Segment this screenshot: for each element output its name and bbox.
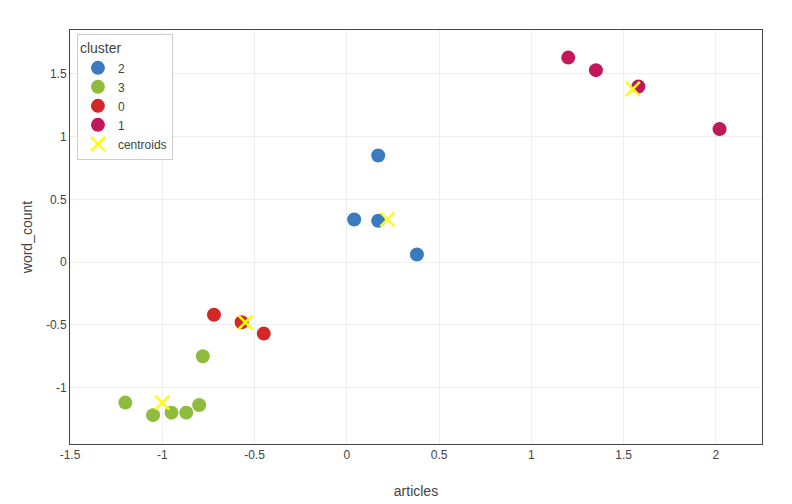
svg-text:-1: -1 [157, 448, 168, 462]
svg-text:centroids: centroids [118, 138, 167, 152]
svg-text:0: 0 [60, 255, 67, 269]
svg-text:0.5: 0.5 [431, 448, 448, 462]
svg-text:2: 2 [713, 448, 720, 462]
svg-text:1.5: 1.5 [615, 448, 632, 462]
svg-text:-1: -1 [56, 381, 67, 395]
svg-text:1: 1 [528, 448, 535, 462]
svg-text:1.5: 1.5 [50, 67, 67, 81]
svg-text:1: 1 [60, 130, 67, 144]
svg-text:0: 0 [343, 448, 350, 462]
svg-text:3: 3 [118, 81, 125, 95]
svg-text:-0.5: -0.5 [46, 318, 67, 332]
svg-text:cluster: cluster [80, 40, 122, 56]
svg-text:articles: articles [394, 483, 438, 499]
svg-text:word_count: word_count [19, 201, 35, 274]
svg-text:-0.5: -0.5 [244, 448, 265, 462]
svg-text:0: 0 [118, 100, 125, 114]
svg-text:-1.5: -1.5 [60, 448, 81, 462]
svg-text:1: 1 [118, 119, 125, 133]
svg-text:2: 2 [118, 62, 125, 76]
svg-text:0.5: 0.5 [50, 193, 67, 207]
